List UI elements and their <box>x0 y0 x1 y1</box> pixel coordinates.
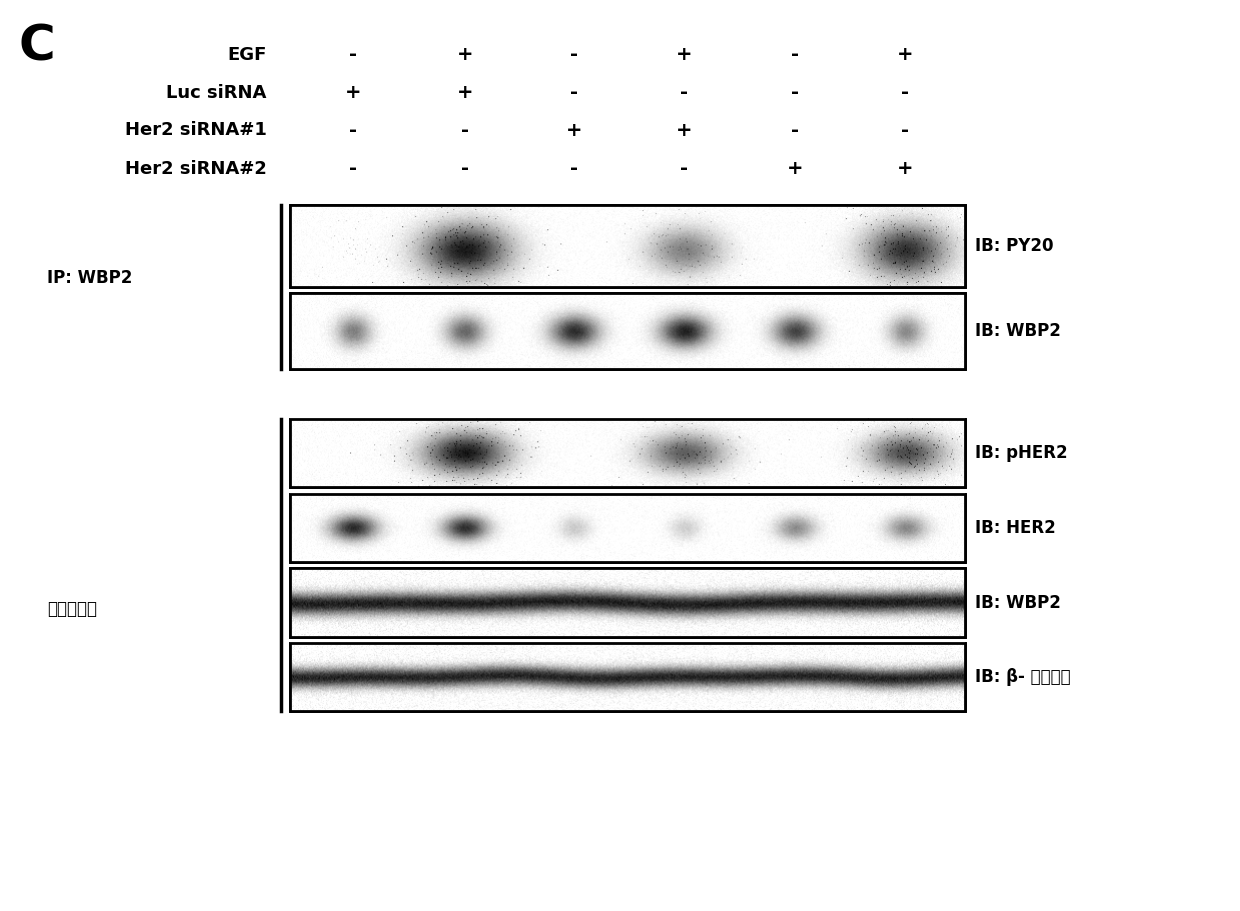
Text: C: C <box>19 23 56 71</box>
Bar <box>290 643 965 711</box>
Bar <box>290 568 965 637</box>
Text: IB: β- 微管蛋白: IB: β- 微管蛋白 <box>975 669 1070 686</box>
Text: +: + <box>676 121 693 139</box>
Text: +: + <box>456 84 474 102</box>
Text: -: - <box>570 46 578 64</box>
Text: -: - <box>350 159 357 178</box>
Text: IB: WBP2: IB: WBP2 <box>975 594 1060 611</box>
Text: +: + <box>897 159 914 178</box>
Text: -: - <box>681 159 688 178</box>
Bar <box>290 205 965 287</box>
Bar <box>290 568 965 637</box>
Text: IB: pHER2: IB: pHER2 <box>975 445 1068 462</box>
Text: EGF: EGF <box>227 46 267 64</box>
Text: -: - <box>791 121 799 139</box>
Bar <box>290 494 965 562</box>
Text: -: - <box>461 159 469 178</box>
Text: +: + <box>897 46 914 64</box>
Bar <box>290 205 965 287</box>
Bar <box>290 643 965 711</box>
Text: -: - <box>570 84 578 102</box>
Text: -: - <box>350 121 357 139</box>
Text: 细胞裂解物: 细胞裂解物 <box>47 599 97 618</box>
Text: +: + <box>456 46 474 64</box>
Text: Her2 siRNA#1: Her2 siRNA#1 <box>125 121 267 139</box>
Bar <box>290 293 965 369</box>
Text: -: - <box>901 84 909 102</box>
Text: -: - <box>791 84 799 102</box>
Text: IB: WBP2: IB: WBP2 <box>975 322 1060 340</box>
Bar <box>290 419 965 487</box>
Bar <box>290 293 965 369</box>
Text: Her2 siRNA#2: Her2 siRNA#2 <box>125 159 267 178</box>
Text: +: + <box>786 159 804 178</box>
Text: +: + <box>345 84 362 102</box>
Text: -: - <box>791 46 799 64</box>
Text: IB: HER2: IB: HER2 <box>975 519 1055 537</box>
Text: +: + <box>676 46 693 64</box>
Text: -: - <box>901 121 909 139</box>
Bar <box>290 419 965 487</box>
Bar <box>290 494 965 562</box>
Text: Luc siRNA: Luc siRNA <box>166 84 267 102</box>
Text: IP: WBP2: IP: WBP2 <box>47 269 133 287</box>
Text: -: - <box>681 84 688 102</box>
Text: -: - <box>570 159 578 178</box>
Text: IB: PY20: IB: PY20 <box>975 237 1053 255</box>
Text: -: - <box>350 46 357 64</box>
Text: -: - <box>461 121 469 139</box>
Text: +: + <box>565 121 583 139</box>
